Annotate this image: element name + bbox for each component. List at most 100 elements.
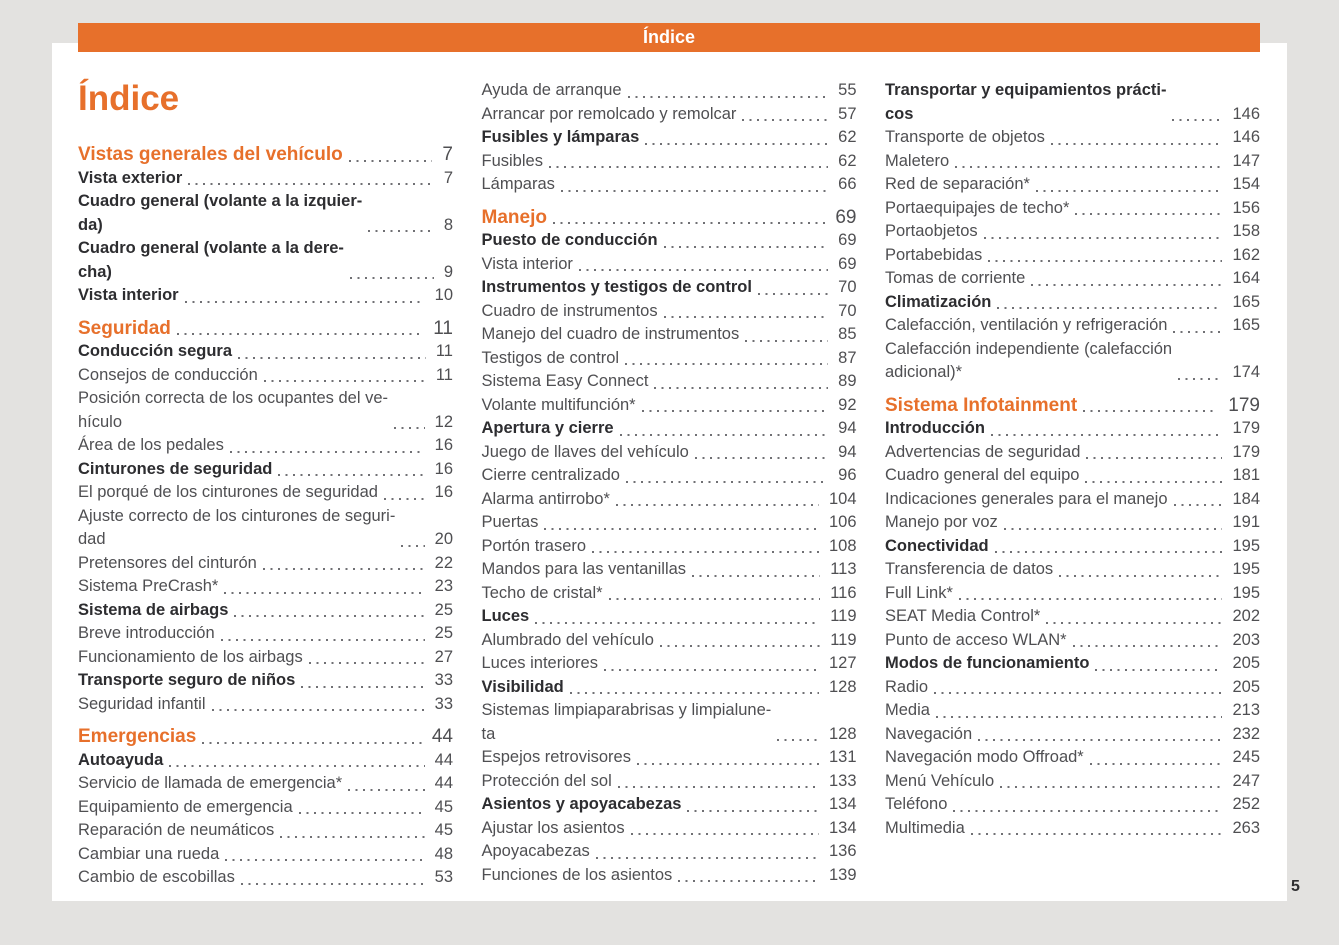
dot-leader (603, 668, 819, 671)
dot-leader (663, 316, 829, 318)
toc-entry: Manejo por voz 191 (885, 511, 1260, 535)
toc-entry-title: El porqué de los cinturones de seguridad (78, 483, 378, 501)
toc-entry-page: 94 (838, 442, 857, 461)
dot-leader (240, 882, 425, 885)
toc-entry: SEAT Media Control* 202 (885, 605, 1260, 629)
toc-entry-page: 20 (434, 530, 453, 548)
toc-entry-title: Introducción (885, 419, 985, 437)
dot-leader (298, 812, 425, 814)
dot-leader (1086, 457, 1223, 459)
dot-leader (636, 762, 819, 765)
toc-entry-page: 11 (435, 342, 453, 360)
toc-entry-title: Calefacción independiente (calefacción a… (885, 339, 1173, 382)
dot-leader (301, 685, 425, 688)
toc-entry-page: 89 (838, 372, 857, 390)
dot-leader (990, 433, 1223, 436)
toc-entry-page: 87 (838, 348, 857, 367)
toc-entry-title: Sistema Infotainment (885, 394, 1078, 416)
page-title: Índice (78, 79, 180, 118)
toc-entry-title: Sistema Easy Connect (481, 372, 649, 390)
toc-entry-title: Media (885, 701, 930, 719)
toc-entry-title: Sistema PreCrash* (78, 577, 219, 595)
dot-leader (608, 598, 821, 600)
toc-entry: Vista exterior 7 (78, 167, 453, 191)
toc-entry-title: Cuadro general (volante a la dere- cha) (78, 239, 344, 281)
dot-leader (627, 95, 829, 98)
toc-entry-title: Tomas de corriente (885, 269, 1026, 287)
dot-leader (955, 166, 1223, 168)
toc-entry: Pretensores del cinturón 22 (78, 552, 453, 576)
toc-entry: Breve introducción 25 (78, 622, 453, 646)
dot-leader (1172, 119, 1223, 121)
toc-entry-page: 66 (838, 175, 857, 193)
dot-leader (188, 183, 434, 185)
toc-entry: Multimedia 263 (885, 817, 1260, 841)
toc-entry: Cinturones de seguridad 16 (78, 458, 453, 482)
toc-entry-title: Área de los pedales (78, 436, 224, 454)
toc-entry: Asientos y apoyacabezas 134 (482, 793, 857, 817)
toc-entry-page: 53 (434, 868, 453, 886)
dot-leader (659, 645, 821, 647)
toc-entry-title: Cinturones de seguridad (78, 459, 273, 478)
toc-entry-page: 139 (828, 865, 857, 884)
dot-leader (745, 339, 829, 342)
toc-entry-title: Manejo del cuadro de instrumentos (481, 325, 740, 343)
toc-entry-title: Alumbrado del vehículo (481, 630, 654, 649)
toc-entry-page: 165 (1232, 292, 1260, 311)
toc-entry-title: Ajustar los asientos (481, 818, 625, 837)
toc-entry-title: Portabebidas (885, 245, 983, 264)
dot-leader (617, 786, 819, 788)
toc-entry: Ayuda de arranque 55 (482, 79, 857, 103)
toc-entry-page: 106 (828, 513, 857, 531)
dot-leader (1046, 621, 1223, 624)
toc-entry-page: 203 (1232, 630, 1260, 649)
toc-entry-page: 134 (828, 795, 857, 813)
toc-entry-title: Vista exterior (78, 168, 183, 187)
toc-entry: Sistema PreCrash* 23 (78, 575, 453, 599)
toc-entry: Red de separación* 154 (885, 173, 1260, 197)
toc-entry: Área de los pedales 16 (78, 434, 453, 458)
toc-entry-page: 7 (443, 168, 453, 187)
toc-entry-page: 128 (828, 677, 857, 696)
dot-leader (641, 410, 829, 412)
toc-entry-title: Portón trasero (481, 536, 587, 555)
toc-entry: Ajuste correcto de los cinturones de seg… (78, 505, 453, 552)
dot-leader (560, 189, 829, 192)
toc-entry-page: 23 (434, 577, 453, 595)
toc-entry: Seguridad 11 (78, 317, 453, 341)
dot-leader (988, 260, 1223, 262)
dot-leader (645, 142, 829, 145)
toc-entry-page: 131 (828, 748, 857, 766)
toc-entry-title: Manejo por voz (885, 513, 998, 531)
toc-entry-title: Posición correcta de los ocupantes del v… (78, 389, 389, 431)
dot-leader (619, 433, 829, 436)
toc-entry-title: Navegación (885, 724, 973, 743)
toc-entry-title: Red de separación* (885, 175, 1030, 193)
dot-leader (1000, 786, 1223, 788)
toc-entry: Full Link* 195 (885, 582, 1260, 606)
toc-entry-title: Radio (885, 677, 929, 696)
toc-entry: Cuadro general del equipo 181 (885, 464, 1260, 488)
toc-entry: Cuadro de instrumentos 70 (482, 300, 857, 324)
dot-leader (211, 709, 425, 711)
toc-entry-page: 174 (1232, 363, 1260, 381)
dot-leader (1050, 142, 1223, 145)
dot-leader (970, 833, 1223, 835)
dot-leader (757, 292, 829, 295)
dot-leader (278, 474, 425, 476)
toc-entry: Tomas de corriente 164 (885, 267, 1260, 291)
toc-entry-page: 179 (1232, 419, 1260, 437)
toc-entry: Portaequipajes de techo* 156 (885, 197, 1260, 221)
toc-entry-title: Luces interiores (481, 654, 598, 672)
toc-entry: Portón trasero 108 (482, 535, 857, 559)
dot-leader (625, 480, 829, 483)
dot-leader (777, 739, 819, 741)
toc-entry-title: Transporte seguro de niños (78, 671, 296, 689)
toc-entry: Equipamiento de emergencia 45 (78, 796, 453, 820)
toc-entry-title: Breve introducción (78, 624, 215, 642)
toc-entry-title: Fusibles (481, 151, 543, 170)
toc-entry: Radio 205 (885, 676, 1260, 700)
toc-entry-title: Cuadro general del equipo (885, 466, 1080, 484)
toc-entry-page: 263 (1232, 818, 1260, 837)
toc-entry: Portaobjetos 158 (885, 220, 1260, 244)
